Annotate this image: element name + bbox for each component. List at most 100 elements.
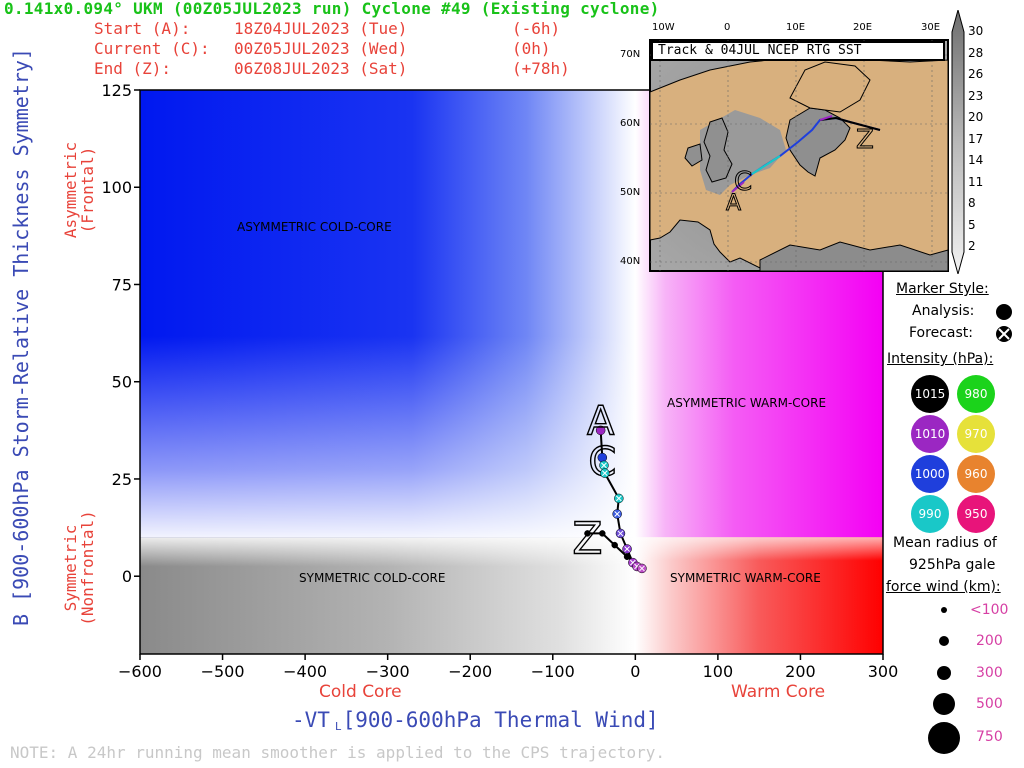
track-point: [623, 553, 631, 561]
map-track-mid: [751, 155, 781, 175]
intensity-swatch: 980: [957, 375, 995, 413]
bg-sym-cold-fade: [140, 537, 636, 654]
forecast-marker-icon: [996, 326, 1012, 342]
colorbar-label: 14: [968, 153, 984, 167]
radius-300-marker: [937, 666, 951, 680]
colorbar-label: 2: [968, 239, 976, 253]
y-tick-label: 100: [101, 178, 132, 197]
radius-200-label: 200: [976, 633, 1003, 649]
x-tick-label: −100: [531, 662, 575, 681]
intensity-swatch: 950: [957, 495, 995, 533]
radius-title-2: 925hPa gale: [909, 557, 996, 573]
map-lon-20e: 20E: [853, 22, 873, 33]
current-label: Current (C):: [94, 39, 210, 58]
forecast-cross: [634, 563, 640, 570]
map-lon-30e: 30E: [921, 22, 941, 33]
map-lon-0: 0: [724, 22, 731, 33]
y-tick-label: 75: [112, 275, 132, 294]
sst-colorbar: [951, 10, 965, 274]
x-tick-label: −200: [448, 662, 492, 681]
plot-frame: [139, 89, 884, 655]
map-track-start: [731, 181, 745, 193]
x-tick-label: 300: [868, 662, 899, 681]
map-lat-60n: 60N: [620, 118, 641, 129]
radius-title-3: force wind (km):: [886, 579, 1001, 595]
bg-asym-cold-fade: [140, 90, 636, 538]
forecast-cross: [624, 546, 630, 552]
x-tick-label: 200: [785, 662, 816, 681]
x-tick-label: −500: [201, 662, 245, 681]
radius-100-marker: [941, 607, 947, 613]
forecast-cross: [601, 470, 608, 476]
radius-500-label: 500: [976, 696, 1003, 712]
colorbar-label: 20: [968, 110, 984, 124]
map-marker-c: C: [734, 167, 752, 197]
x-axis-title-text: -VT [900-600hPa Thermal Wind]: [292, 708, 659, 732]
map-uk: [703, 117, 733, 183]
legend-forecast: Forecast:: [909, 325, 973, 341]
chart-title: 0.141x0.094° UKM (00Z05JUL2023 run) Cycl…: [4, 0, 660, 18]
forecast-cross: [615, 495, 622, 502]
map-lon-10e: 10E: [786, 22, 806, 33]
map-title: Track & 04JUL NCEP RTG SST: [658, 43, 862, 58]
region-asym-cold: ASYMMETRIC COLD-CORE: [237, 220, 392, 234]
x-cold-label: Cold Core: [319, 682, 402, 702]
x-axis-title: -VT [900-600hPa Thermal Wind]: [292, 708, 659, 732]
legend-intensity-title: Intensity (hPa):: [887, 351, 994, 367]
track-map: A C Z: [649, 39, 949, 272]
bg-sym-warm-fade: [635, 537, 883, 654]
map-mediterranean: [759, 241, 949, 272]
region-sym-cold: SYMMETRIC COLD-CORE: [299, 571, 446, 585]
x-tick-label: −600: [118, 662, 162, 681]
region-sym-warm: SYMMETRIC WARM-CORE: [670, 571, 821, 585]
map-lat-40n: 40N: [620, 256, 641, 267]
current-offset: (0h): [512, 39, 551, 58]
x-warm-label: Warm Core: [731, 682, 826, 702]
intensity-swatch: 1015: [911, 375, 949, 413]
forecast-cross: [617, 530, 624, 537]
map-lon-10w: 10W: [652, 22, 675, 33]
intensity-swatch: 990: [911, 495, 949, 533]
forecast-cross: [601, 462, 607, 469]
intensity-swatch: 970: [957, 415, 995, 453]
track-point: [595, 425, 606, 436]
colorbar-label: 5: [968, 217, 976, 232]
x-tick-label: 100: [703, 662, 734, 681]
end-value: 06Z08JUL2023 (Sat): [234, 59, 408, 78]
map-marker-z: Z: [856, 125, 874, 155]
map-track-end: [819, 116, 881, 131]
y-tick-label: 0: [122, 567, 132, 586]
map-title-box: [651, 41, 945, 61]
track-point: [599, 530, 606, 537]
colorbar-label: 30: [968, 24, 984, 38]
radius-750-label: 750: [976, 729, 1003, 745]
radius-title-1: Mean radius of: [893, 535, 997, 551]
map-ireland: [684, 143, 703, 167]
start-offset: (-6h): [512, 19, 561, 38]
intensity-swatch: 960: [957, 455, 995, 493]
legend-marker-style: Marker Style:: [896, 281, 989, 297]
start-value: 18Z04JUL2023 (Tue): [234, 19, 408, 38]
map-lat-70n: 70N: [620, 49, 641, 60]
intensity-swatch: 1000: [911, 455, 949, 493]
end-offset: (+78h): [512, 59, 570, 78]
x-tick-label: −300: [366, 662, 410, 681]
map-marker-a: A: [726, 191, 741, 216]
track-marker-a: A: [587, 398, 615, 444]
track-marker-z: Z: [572, 513, 602, 564]
footnote: NOTE: A 24hr running mean smoother is ap…: [10, 743, 666, 762]
map-baltic: [785, 107, 851, 177]
colorbar-label: 23: [968, 88, 984, 103]
radius-750-marker: [928, 722, 960, 754]
intensity-swatch: 1010: [911, 415, 949, 453]
y-tick-label: 125: [101, 81, 132, 100]
forecast-cross: [630, 559, 636, 566]
radius-100-label: <100: [970, 602, 1009, 618]
radius-300-label: 300: [976, 665, 1003, 681]
radius-200-marker: [939, 636, 949, 646]
x-tick-label: 0: [630, 662, 640, 681]
legend-analysis: Analysis:: [912, 303, 975, 319]
colorbar-label: 11: [968, 174, 984, 189]
analysis-marker-icon: [996, 304, 1012, 320]
map-track-end-purple: [819, 115, 833, 121]
